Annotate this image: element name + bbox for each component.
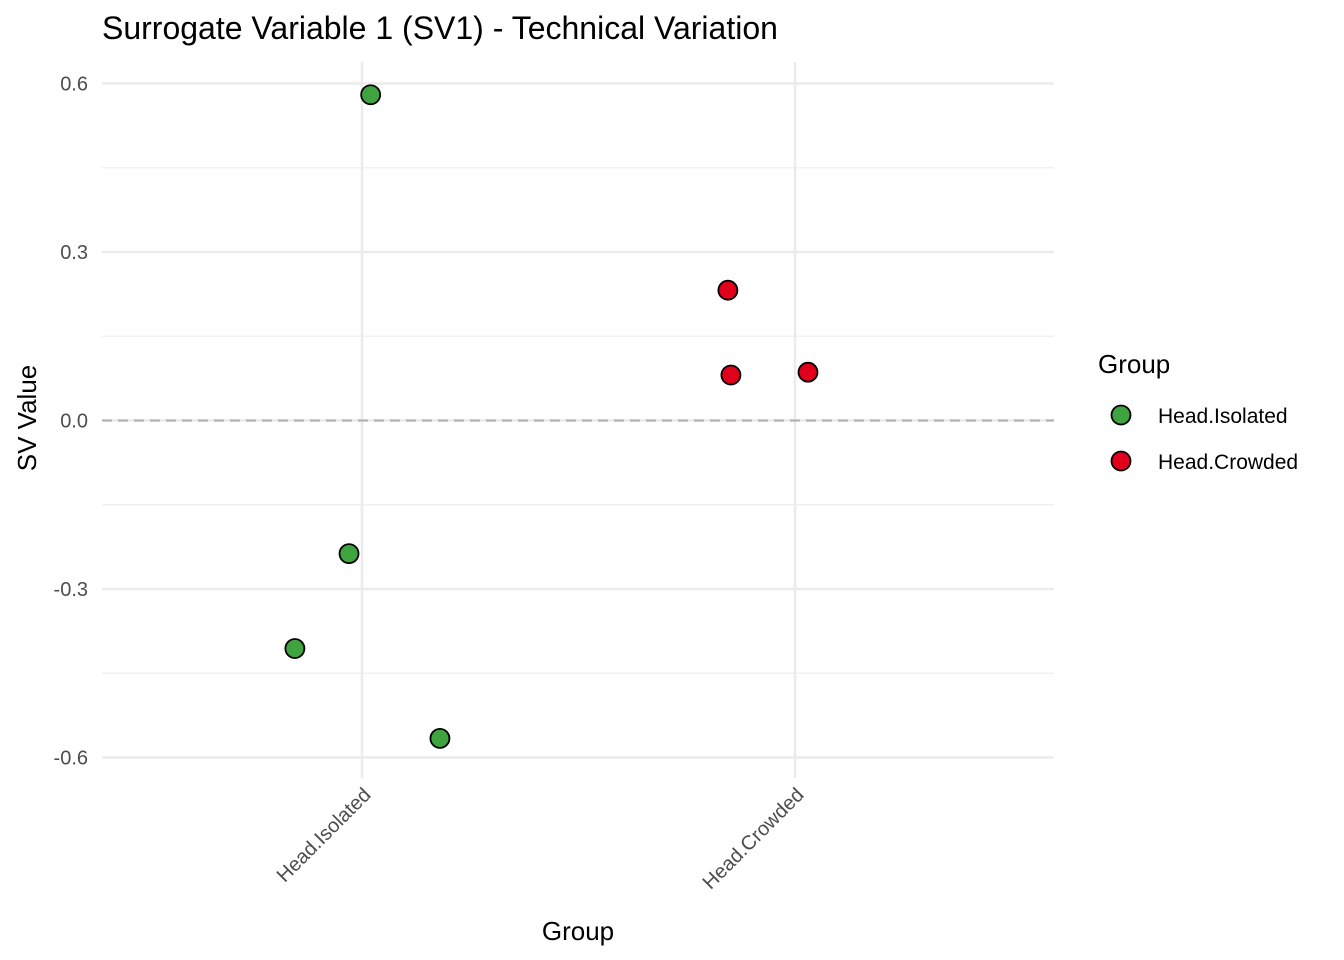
y-axis-tick-labels: 0.6 0.3 0.0 -0.3 -0.6 bbox=[54, 74, 88, 770]
legend-label: Head.Isolated bbox=[1158, 405, 1288, 428]
x-axis-title: Group bbox=[542, 916, 614, 946]
minor-gridlines bbox=[102, 167, 1054, 674]
x-axis-tick-labels: Head.Isolated Head.Crowded bbox=[273, 784, 809, 894]
chart-title: Surrogate Variable 1 (SV1) - Technical V… bbox=[102, 10, 778, 46]
data-point-head-crowded bbox=[797, 361, 819, 383]
legend-key-head-isolated bbox=[1110, 404, 1132, 426]
x-tick-label: Head.Isolated bbox=[273, 784, 376, 887]
legend-title: Group bbox=[1098, 349, 1170, 379]
y-axis-title: SV Value bbox=[12, 365, 42, 471]
major-gridlines bbox=[102, 62, 1054, 778]
legend-label: Head.Crowded bbox=[1158, 451, 1298, 474]
data-point-head-isolated bbox=[284, 638, 306, 659]
y-tick-label: 0.0 bbox=[60, 411, 88, 433]
data-point-head-crowded bbox=[717, 279, 739, 301]
data-points bbox=[284, 84, 819, 749]
y-tick-label: -0.3 bbox=[54, 579, 88, 601]
legend: Group Head.Isolated Head.Crowded bbox=[1098, 349, 1298, 474]
data-point-head-crowded bbox=[720, 364, 742, 386]
legend-key-head-crowded bbox=[1110, 450, 1132, 472]
data-point-head-isolated bbox=[360, 84, 382, 106]
y-tick-label: -0.6 bbox=[54, 748, 88, 770]
x-tick-label: Head.Crowded bbox=[699, 784, 809, 894]
data-point-head-isolated bbox=[429, 728, 451, 749]
data-point-head-isolated bbox=[338, 543, 360, 565]
legend-items: Head.Isolated Head.Crowded bbox=[1110, 404, 1298, 474]
y-tick-label: 0.3 bbox=[60, 242, 88, 264]
y-tick-label: 0.6 bbox=[60, 74, 88, 96]
